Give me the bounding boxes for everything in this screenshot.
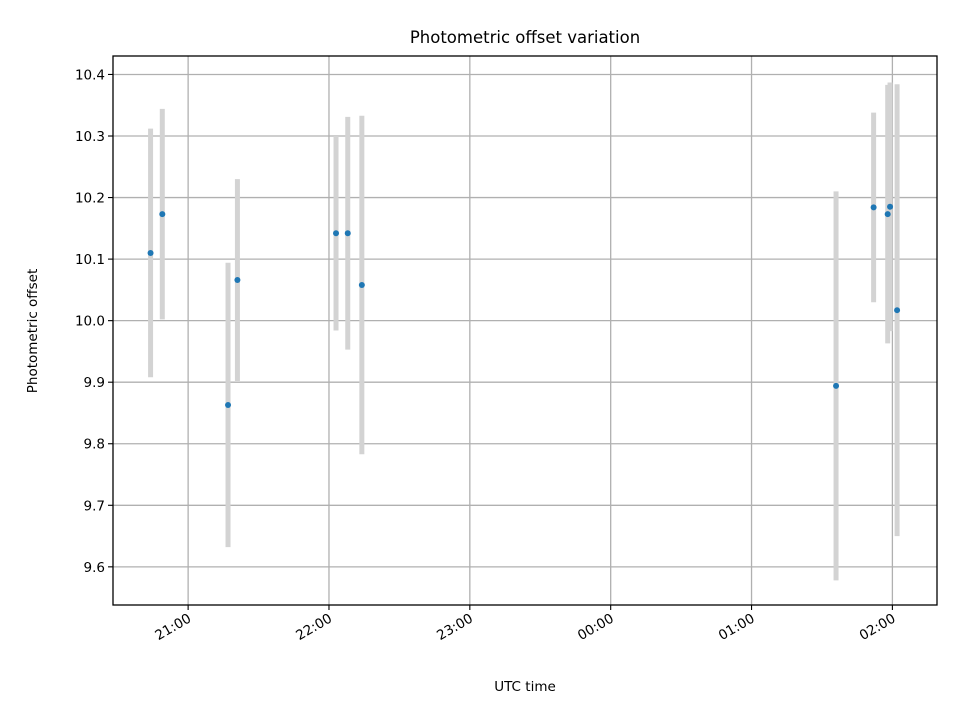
- y-tick-label: 10.4: [75, 67, 105, 83]
- data-point: [887, 203, 894, 210]
- x-tick-label: 22:00: [293, 611, 335, 644]
- x-axis-ticks: 21:00 22:00 23:00 00:00 01:00 02:00: [152, 605, 898, 644]
- data-point: [358, 281, 365, 288]
- y-tick-label: 10.1: [75, 252, 105, 268]
- plot-frame: [112, 55, 938, 606]
- data-point: [159, 211, 166, 218]
- data-point: [225, 401, 232, 408]
- x-tick-label: 00:00: [575, 611, 617, 644]
- data-points: [147, 203, 901, 408]
- x-axis-label: UTC time: [494, 679, 556, 695]
- data-point: [870, 204, 877, 211]
- y-tick-label: 9.6: [84, 560, 105, 576]
- y-axis-ticks: 9.6 9.7 9.8 9.9 10.0 10.1 10.2 10.3 10.4: [75, 67, 113, 576]
- x-tick-label: 01:00: [716, 611, 758, 644]
- chart-title: Photometric offset variation: [410, 28, 640, 47]
- data-point: [894, 307, 901, 314]
- y-tick-label: 9.8: [84, 437, 105, 453]
- data-point: [884, 211, 891, 218]
- x-tick-label: 21:00: [152, 611, 194, 644]
- x-tick-label: 02:00: [857, 611, 899, 644]
- y-tick-label: 10.0: [75, 314, 105, 330]
- x-tick-label: 23:00: [434, 611, 476, 644]
- data-point: [833, 382, 840, 389]
- y-tick-label: 10.2: [75, 191, 105, 207]
- data-point: [234, 277, 241, 284]
- y-axis-label: Photometric offset: [25, 269, 41, 393]
- y-tick-label: 10.3: [75, 129, 105, 145]
- y-tick-label: 9.9: [84, 375, 105, 391]
- data-point: [147, 249, 154, 256]
- data-point: [344, 230, 351, 237]
- y-tick-label: 9.7: [84, 498, 105, 514]
- data-point: [333, 230, 340, 237]
